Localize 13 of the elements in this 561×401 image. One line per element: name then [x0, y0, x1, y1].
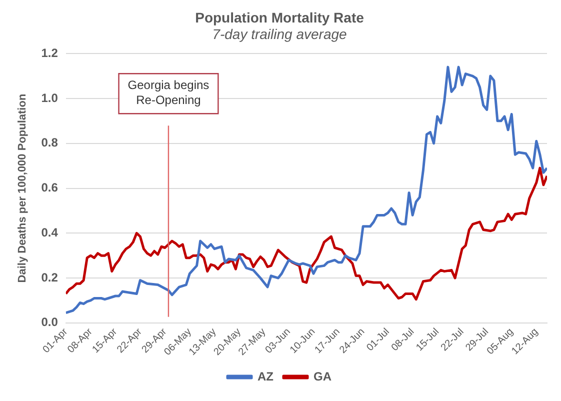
y-tick-label: 0.6	[41, 180, 58, 195]
y-tick-label: 0.8	[41, 136, 58, 150]
ref-line-label: Georgia begins Re-Opening	[128, 78, 210, 107]
y-tick-label: 0.2	[41, 270, 58, 284]
legend-label: GA	[314, 369, 332, 384]
y-axis-title: Daily Deaths per 100,000 Population	[16, 94, 29, 283]
y-tick-label: 0.0	[41, 315, 58, 330]
y-tick-label: 1.2	[41, 46, 58, 60]
chart-title: Population Mortality Rate	[195, 9, 364, 26]
y-tick-label: 1.0	[41, 90, 58, 105]
y-tick-label: 0.4	[41, 225, 58, 240]
chart-subtitle: 7-day trailing average	[212, 26, 348, 42]
legend-label: AZ	[258, 369, 274, 384]
